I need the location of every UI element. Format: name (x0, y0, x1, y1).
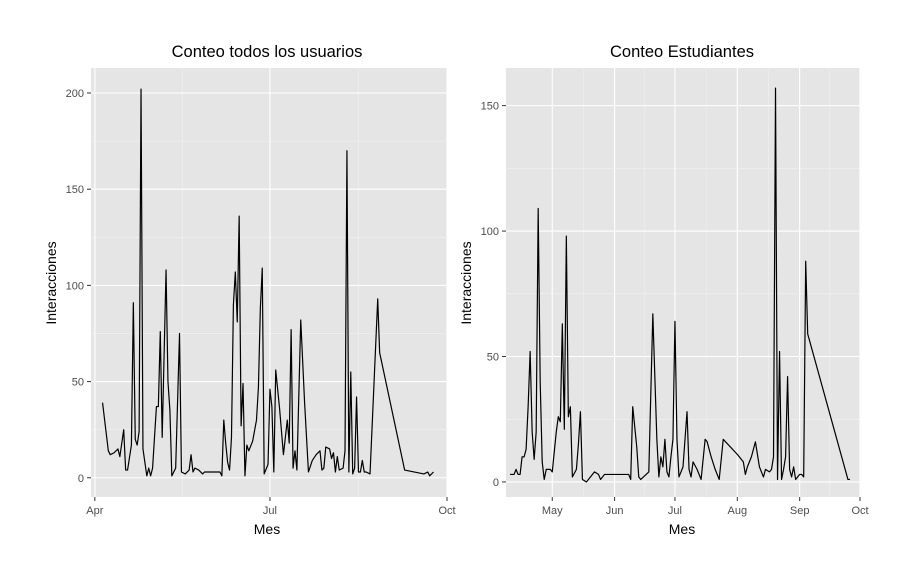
x-tick-label: Jul (668, 505, 682, 517)
y-tick-label: 0 (493, 477, 499, 489)
x-tick-label: Aug (728, 505, 748, 517)
y-tick-label: 50 (487, 352, 499, 364)
y-tick-label: 150 (481, 101, 499, 113)
y-tick-label: 50 (72, 377, 84, 389)
y-tick-label: 150 (66, 184, 84, 196)
x-axis-title: Mes (669, 521, 695, 537)
chart-estudiantes: Conteo Estudiantes 0 50 100 150 May Jun Jul Aug… (458, 43, 869, 537)
series-line (101, 88, 434, 477)
x-tick-label: Oct (438, 505, 455, 517)
series-line (510, 87, 850, 483)
y-tick-label: 200 (66, 88, 84, 100)
x-tick-label: Apr (86, 505, 103, 517)
axis-ticks (87, 92, 448, 501)
series-layer (510, 87, 850, 483)
tick-labels: 0 50 100 150 May Jun Jul Aug Sep Oct (481, 101, 869, 517)
plot-panel (506, 68, 860, 497)
y-axis-title: Interacciones (43, 241, 59, 324)
grid-lines (506, 68, 861, 497)
chart-title: Conteo todos los usuarios (172, 43, 363, 61)
y-axis-title: Interacciones (458, 241, 474, 324)
series-layer (101, 88, 434, 477)
x-tick-label: Sep (790, 505, 810, 517)
y-tick-label: 0 (78, 473, 84, 485)
x-axis-title: Mes (254, 521, 280, 537)
y-tick-label: 100 (66, 280, 84, 292)
chart-title: Conteo Estudiantes (610, 43, 754, 61)
y-tick-label: 100 (481, 226, 499, 238)
grid-lines (91, 68, 448, 497)
axis-ticks (502, 105, 861, 501)
x-tick-label: Jun (606, 505, 624, 517)
x-tick-label: May (542, 505, 563, 517)
x-tick-label: Jul (263, 505, 277, 517)
x-tick-label: Oct (851, 505, 868, 517)
chart-todos-usuarios: Conteo todos los usuarios 0 50 100 150 200 Ap… (43, 43, 456, 537)
tick-labels: 0 50 100 150 200 Apr Jul Oct (66, 88, 456, 517)
